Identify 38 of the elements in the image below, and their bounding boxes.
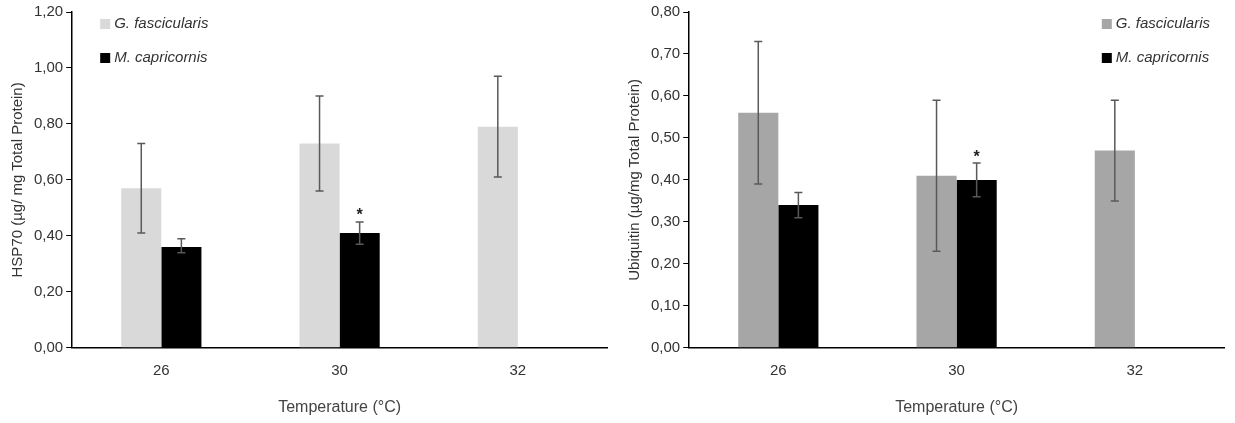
x-tick-label: 26 [769,360,787,378]
bar [738,112,779,348]
annotation: * [973,147,981,165]
y-tick-label: 0,50 [650,128,681,146]
x-axis-title: Temperature (°C) [278,397,402,415]
x-tick-label: 30 [948,360,965,378]
x-tick-label: 26 [152,360,170,378]
bar [121,188,162,348]
y-tick-label: 0,40 [33,226,64,244]
y-tick-label: 1,00 [33,58,64,76]
legend-label: M. capricornis [114,48,209,66]
y-tick-label: 0,80 [650,2,681,20]
x-tick-label: 30 [331,360,348,378]
y-tick-label: 0,20 [650,253,681,271]
y-tick-label: 0,70 [650,44,681,62]
y-tick-label: 0,60 [33,170,64,188]
legend-label: G. fascicularis [1115,14,1211,32]
bar [299,143,340,348]
y-tick-label: 0,40 [650,170,681,188]
legend-label: G. fascicularis [114,14,209,32]
bar [477,126,518,348]
y-axis-title: HSP70 (µg/ mg Total Protein) [8,82,26,278]
legend-label: M. capricornis [1115,48,1210,66]
bar [916,175,957,348]
y-tick-label: 0,00 [650,337,681,355]
y-tick-label: 0,80 [33,114,64,132]
y-tick-label: 0,00 [33,337,64,355]
x-axis-title: Temperature (°C) [895,397,1019,415]
y-tick-label: 1,20 [33,2,64,20]
annotation: * [356,206,364,224]
bar [1094,150,1135,348]
y-tick-label: 0,60 [650,86,681,104]
y-tick-label: 0,30 [650,212,681,230]
y-tick-label: 0,20 [33,281,64,299]
x-tick-label: 32 [1126,360,1144,378]
y-axis-title: Ubiquitin (µg/mg Total Protein) [625,79,643,281]
x-tick-label: 32 [509,360,527,378]
y-tick-label: 0,10 [650,295,681,313]
